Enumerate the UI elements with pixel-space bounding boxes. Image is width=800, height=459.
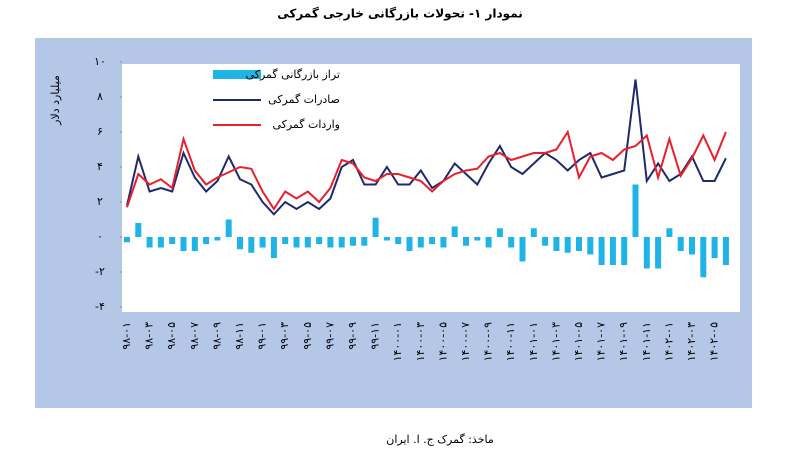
x-tick-label: ۹۸-۰۷ <box>188 322 201 350</box>
bar <box>598 237 605 265</box>
y-axis-label: میلیارد دلار <box>49 75 62 126</box>
bar <box>632 184 639 237</box>
x-tick-label: ۱۴۰۱-۰۷ <box>595 322 608 362</box>
bar <box>135 223 142 237</box>
bar <box>237 237 243 250</box>
bar <box>542 237 549 246</box>
x-tick-label: ۱۴۰۰-۰۹ <box>482 322 495 362</box>
bar <box>124 237 130 243</box>
bar <box>474 237 481 241</box>
bar <box>395 237 402 244</box>
x-tick-label: ۱۴۰۲-۰۳ <box>685 322 698 362</box>
bar <box>361 237 368 246</box>
bar <box>282 237 289 244</box>
x-tick-label: ۱۴۰۰-۰۷ <box>459 322 472 362</box>
bar <box>643 237 650 269</box>
bar <box>700 237 707 278</box>
x-tick-label: ۱۴۰۰-۰۱ <box>391 322 404 361</box>
bar <box>157 237 164 248</box>
x-tick-label: ۹۹-۰۳ <box>278 322 291 350</box>
x-tick-label: ۹۸-۰۹ <box>210 322 223 350</box>
x-tick-label: ۹۹-۰۵ <box>301 322 314 350</box>
bar <box>383 237 390 241</box>
bar <box>451 226 458 237</box>
bar <box>327 237 334 248</box>
x-tick-label: ۱۴۰۱-۱۱ <box>640 322 653 361</box>
bar <box>191 237 198 251</box>
x-tick-label: ۱۴۰۱-۰۳ <box>549 322 562 362</box>
bar <box>440 237 447 248</box>
bar <box>316 237 323 244</box>
legend-label: صادرات گمرکی <box>268 93 340 106</box>
bar <box>564 237 571 253</box>
bar <box>270 237 277 258</box>
bar <box>214 237 221 241</box>
y-tick-label: ۱۰ <box>94 55 106 68</box>
x-tick-label: ۱۴۰۰-۱۱ <box>504 322 517 361</box>
x-tick-label: ۹۹-۱۱ <box>369 322 382 350</box>
y-tick-label: -۲ <box>95 265 105 278</box>
bar <box>225 219 232 237</box>
bar <box>203 237 210 244</box>
bar <box>248 237 255 253</box>
x-tick-label: ۱۴۰۲-۰۱ <box>662 322 675 361</box>
legend-label: واردات گمرکی <box>272 118 340 131</box>
x-tick-label: ۹۸-۰۵ <box>165 322 178 350</box>
bar <box>677 237 684 251</box>
bar <box>485 237 492 248</box>
bar <box>496 228 503 237</box>
bar <box>655 237 662 269</box>
bar <box>429 237 436 244</box>
x-tick-label: ۹۹-۰۱ <box>256 322 269 350</box>
bar <box>259 237 266 248</box>
bar <box>508 237 515 248</box>
y-tick-label: ۸ <box>97 90 103 103</box>
bar <box>417 237 424 248</box>
y-tick-label: ۴ <box>97 160 103 173</box>
bar <box>350 237 356 246</box>
bar <box>338 237 345 248</box>
bar <box>689 237 695 255</box>
x-tick-label: ۹۹-۰۷ <box>323 322 336 350</box>
line <box>126 79 727 216</box>
bar <box>621 237 628 265</box>
bar <box>372 217 379 237</box>
line <box>126 129 727 211</box>
bar <box>666 228 673 237</box>
bar <box>304 237 311 248</box>
x-tick-label: ۹۸-۰۳ <box>143 322 156 350</box>
bar <box>609 237 616 265</box>
y-tick-label: -۴ <box>95 300 105 313</box>
bar <box>530 228 537 237</box>
chart-title: نمودار ۱- تحولات بازرگانی خارجی گمرکی <box>277 7 523 22</box>
x-tick-label: ۱۴۰۱-۰۵ <box>572 322 585 362</box>
y-tick-label: ۰ <box>97 230 103 243</box>
x-tick-label: ۱۴۰۱-۰۹ <box>617 322 630 362</box>
legend-label: تراز بازرگانی گمرکی <box>246 68 340 81</box>
bar <box>406 237 413 251</box>
x-tick-label: ۹۸-۰۱ <box>120 322 133 350</box>
bar <box>169 237 176 244</box>
x-tick-label: ۱۴۰۲-۰۵ <box>708 322 721 362</box>
x-tick-label: ۱۴۰۰-۰۳ <box>414 322 427 362</box>
y-tick-label: ۲ <box>97 195 103 208</box>
bar <box>587 237 594 255</box>
x-tick-label: ۹۸-۱۱ <box>233 322 246 350</box>
x-tick-label: ۹۹-۰۹ <box>346 322 359 350</box>
bar <box>180 237 187 251</box>
bar <box>711 237 718 258</box>
bar <box>722 237 729 265</box>
x-tick-label: ۱۴۰۰-۰۵ <box>436 322 449 362</box>
bar <box>576 237 582 251</box>
bar <box>463 237 469 246</box>
bar <box>519 237 526 262</box>
legend-swatch <box>213 70 261 79</box>
bar <box>553 237 560 251</box>
bar <box>293 237 300 248</box>
bar <box>146 237 153 248</box>
y-tick-label: ۶ <box>97 125 103 138</box>
source-note: ماخذ: گمرک ج. ا. ایران <box>386 433 494 446</box>
x-tick-label: ۱۴۰۱-۰۱ <box>527 322 540 361</box>
